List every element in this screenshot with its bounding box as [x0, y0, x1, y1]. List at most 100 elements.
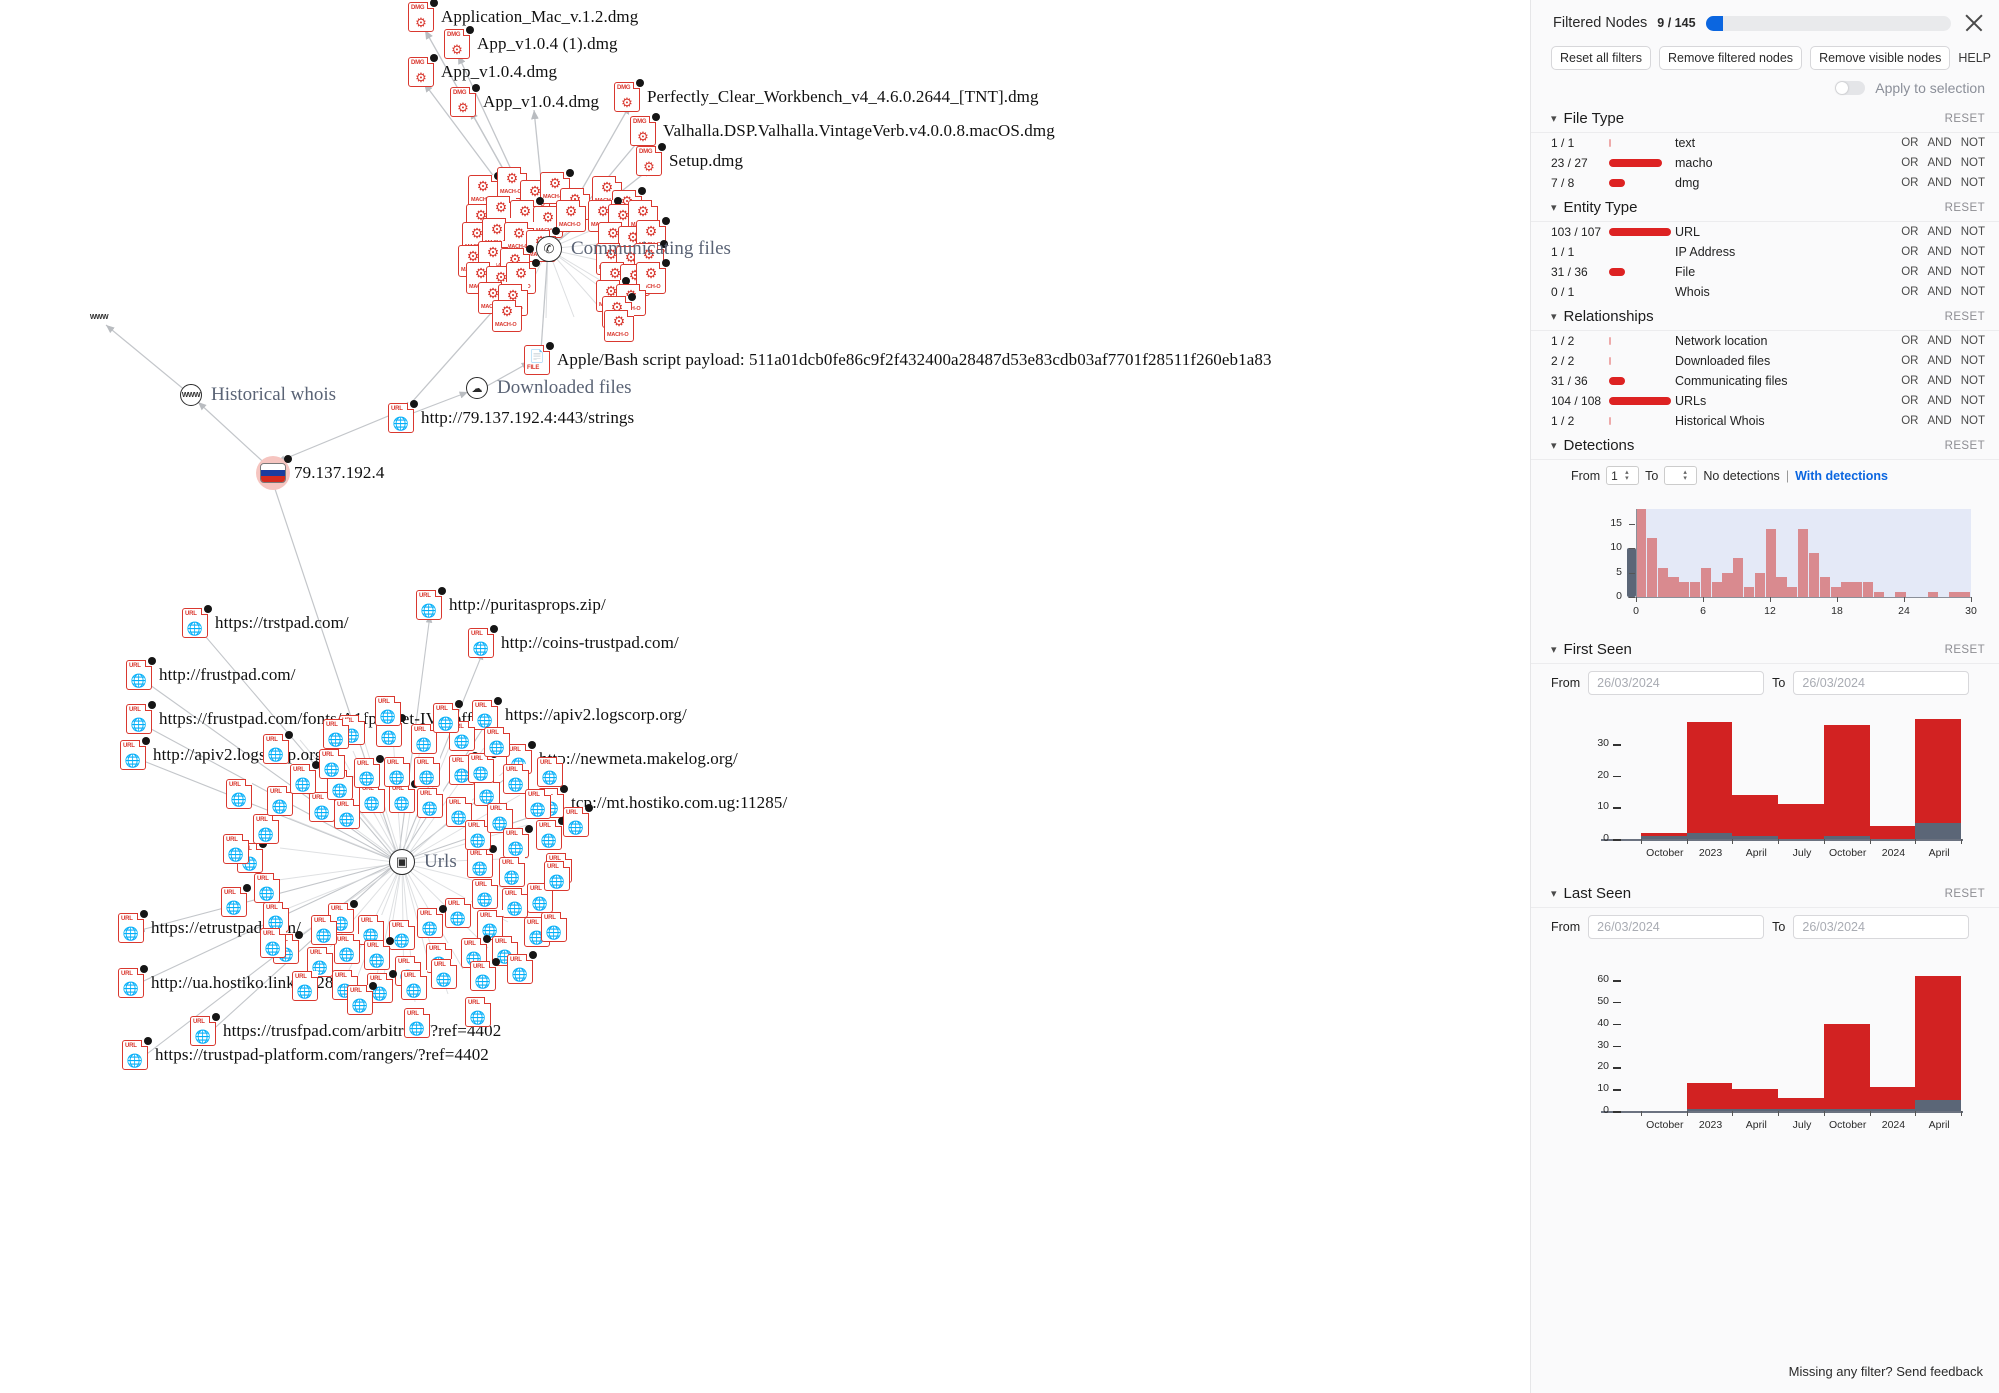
- chevron-down-icon[interactable]: ▾: [1551, 311, 1557, 323]
- slider-knob[interactable]: [1705, 15, 1723, 31]
- graph-node-url[interactable]: URL🌐: [223, 834, 249, 864]
- operator-and-button[interactable]: AND: [1927, 226, 1952, 238]
- operator-or-button[interactable]: OR: [1901, 375, 1919, 387]
- section-reset-button[interactable]: RESET: [1944, 112, 1985, 125]
- graph-node-dmg[interactable]: DMG ⚙ Setup.dmg: [636, 143, 743, 176]
- graph-node-url[interactable]: URL🌐: [354, 755, 384, 788]
- operator-not-button[interactable]: NOT: [1960, 286, 1985, 298]
- graph-node-url[interactable]: URL🌐: [503, 764, 529, 794]
- filter-row[interactable]: 7 / 8 dmg OR AND NOT: [1531, 173, 1999, 193]
- graph-node-url[interactable]: URL🌐: [507, 951, 537, 984]
- graph-node-url[interactable]: URL🌐: [537, 757, 563, 787]
- reset-all-filters-button[interactable]: Reset all filters: [1551, 46, 1651, 70]
- operator-not-button[interactable]: NOT: [1960, 375, 1985, 387]
- graph-node-url[interactable]: URL🌐: [375, 696, 401, 726]
- graph-node-url[interactable]: URL 🌐 http://frustpad.com/: [126, 657, 296, 690]
- operator-and-button[interactable]: AND: [1927, 246, 1952, 258]
- graph-node-url[interactable]: URL🌐: [389, 920, 415, 950]
- graph-node-url[interactable]: URL🌐: [414, 757, 440, 787]
- graph-node-url[interactable]: URL🌐: [267, 786, 293, 816]
- graph-node-url[interactable]: URL🌐: [417, 788, 443, 818]
- graph-node-ip-address[interactable]: 79.137.192.4: [256, 455, 384, 490]
- filter-row[interactable]: 23 / 27 macho OR AND NOT: [1531, 153, 1999, 173]
- chevron-down-icon[interactable]: ▾: [1551, 644, 1557, 656]
- graph-node-url[interactable]: URL🌐: [541, 912, 567, 942]
- filter-row[interactable]: 31 / 36 Communicating files OR AND NOT: [1531, 371, 1999, 391]
- operator-or-button[interactable]: OR: [1901, 226, 1919, 238]
- section-header-entity-type[interactable]: ▾ Entity Type RESET: [1531, 193, 1999, 222]
- section-reset-button[interactable]: RESET: [1944, 887, 1985, 900]
- graph-node-url[interactable]: URL🌐: [401, 970, 427, 1000]
- chevron-down-icon[interactable]: ▾: [1551, 888, 1557, 900]
- graph-node-url[interactable]: URL 🌐 https://trstpad.com/: [182, 605, 349, 638]
- operator-or-button[interactable]: OR: [1901, 177, 1919, 189]
- section-reset-button[interactable]: RESET: [1944, 201, 1985, 214]
- operator-not-button[interactable]: NOT: [1960, 226, 1985, 238]
- remove-visible-nodes-button[interactable]: Remove visible nodes: [1810, 46, 1951, 70]
- graph-node-url[interactable]: URL🌐: [334, 934, 360, 964]
- filter-row[interactable]: 1 / 2 Historical Whois OR AND NOT: [1531, 411, 1999, 431]
- operator-or-button[interactable]: OR: [1901, 335, 1919, 347]
- operator-or-button[interactable]: OR: [1901, 395, 1919, 407]
- graph-node-url[interactable]: URL🌐: [263, 731, 293, 764]
- graph-node-file[interactable]: FILE 📄 Apple/Bash script payload: 511a01…: [524, 342, 1272, 375]
- graph-node-url[interactable]: URL🌐: [359, 783, 385, 813]
- operator-not-button[interactable]: NOT: [1960, 157, 1985, 169]
- graph-node-url[interactable]: URL🌐: [417, 905, 447, 938]
- graph-node-url[interactable]: URL🌐: [544, 861, 570, 891]
- filter-row[interactable]: 103 / 107 URL OR AND NOT: [1531, 222, 1999, 242]
- graph-node-url[interactable]: URL 🌐 http://puritasprops.zip/: [416, 587, 606, 620]
- operator-not-button[interactable]: NOT: [1960, 246, 1985, 258]
- graph-node-url[interactable]: URL🌐: [563, 804, 593, 837]
- operator-not-button[interactable]: NOT: [1960, 177, 1985, 189]
- graph-node-macho[interactable]: MACH-O⚙: [492, 300, 522, 332]
- graph-node-url[interactable]: URL🌐: [470, 958, 500, 991]
- graph-node-url[interactable]: URL🌐: [364, 937, 394, 970]
- graph-node-dmg[interactable]: DMG ⚙ App_v1.0.4.dmg: [408, 54, 557, 87]
- help-link[interactable]: HELP: [1958, 51, 1992, 65]
- graph-node-url[interactable]: URL🌐: [358, 915, 384, 945]
- graph-node-url[interactable]: URL🌐: [311, 915, 337, 945]
- filter-row[interactable]: 104 / 108 URLs OR AND NOT: [1531, 391, 1999, 411]
- stepper-arrows-icon[interactable]: ▴ ▾: [1625, 468, 1629, 482]
- no-detections-link[interactable]: No detections: [1703, 468, 1780, 483]
- operator-and-button[interactable]: AND: [1927, 415, 1952, 427]
- last-seen-from-input[interactable]: 26/03/2024: [1588, 915, 1765, 939]
- graph-node-url[interactable]: URL🌐: [221, 884, 251, 917]
- operator-not-button[interactable]: NOT: [1960, 266, 1985, 278]
- graph-node-url[interactable]: URL🌐: [465, 997, 491, 1027]
- section-reset-button[interactable]: RESET: [1944, 643, 1985, 656]
- graph-node-url[interactable]: URL🌐: [445, 898, 471, 928]
- filtered-nodes-slider[interactable]: [1705, 15, 1951, 31]
- filter-row[interactable]: 31 / 36 File OR AND NOT: [1531, 262, 1999, 282]
- remove-filtered-nodes-button[interactable]: Remove filtered nodes: [1658, 46, 1803, 70]
- graph-hub-downloaded-files[interactable]: ☁ Downloaded files: [466, 377, 632, 399]
- graph-node-url[interactable]: URL 🌐 https://frustpad.com/fonts/A1fphabe…: [126, 701, 473, 734]
- operator-or-button[interactable]: OR: [1901, 137, 1919, 149]
- graph-node-url[interactable]: URL🌐: [384, 757, 410, 787]
- graph-node-url[interactable]: URL🌐: [309, 792, 335, 822]
- detections-histogram-chart[interactable]: 0 5 10 15 0 6 12 18 24 30: [1531, 497, 1999, 627]
- graph-hub-urls[interactable]: ▣ Urls: [389, 849, 457, 875]
- operator-and-button[interactable]: AND: [1927, 395, 1952, 407]
- graph-node-url[interactable]: URL🌐: [477, 910, 503, 940]
- graph-hub-historical-whois[interactable]: WWW Historical whois: [180, 384, 336, 406]
- graph-node-url[interactable]: URL🌐: [472, 879, 498, 909]
- stepper-arrows-icon[interactable]: ▴ ▾: [1683, 468, 1687, 482]
- graph-node-url[interactable]: URL🌐: [502, 888, 528, 918]
- operator-not-button[interactable]: NOT: [1960, 395, 1985, 407]
- operator-not-button[interactable]: NOT: [1960, 137, 1985, 149]
- graph-node-url[interactable]: URL 🌐 http://79.137.192.4:443/strings: [388, 400, 634, 433]
- graph-canvas[interactable]: DMG ⚙ Application_Mac_v.1.2.dmg DMG ⚙ App_…: [0, 0, 1530, 1393]
- graph-node-url[interactable]: URL🌐: [431, 959, 457, 989]
- graph-node-url[interactable]: URL🌐: [323, 719, 349, 749]
- graph-node-url[interactable]: URL 🌐 https://trustpad-platform.com/range…: [122, 1037, 489, 1070]
- operator-and-button[interactable]: AND: [1927, 286, 1952, 298]
- filter-row[interactable]: 2 / 2 Downloaded files OR AND NOT: [1531, 351, 1999, 371]
- section-header-detections[interactable]: ▾ Detections RESET: [1531, 431, 1999, 460]
- graph-node-url[interactable]: URL🌐: [260, 928, 286, 958]
- graph-node-url[interactable]: URL🌐: [292, 971, 318, 1001]
- graph-node-url[interactable]: URL 🌐 https://apiv2.logscorp.org/: [472, 697, 687, 730]
- graph-node-dmg[interactable]: DMG ⚙ Valhalla.DSP.Valhalla.VintageVerb.v…: [630, 113, 1055, 146]
- first-seen-histogram-chart[interactable]: 0 10 20 30 October 2023 April July October 2024 Ap…: [1531, 709, 1999, 869]
